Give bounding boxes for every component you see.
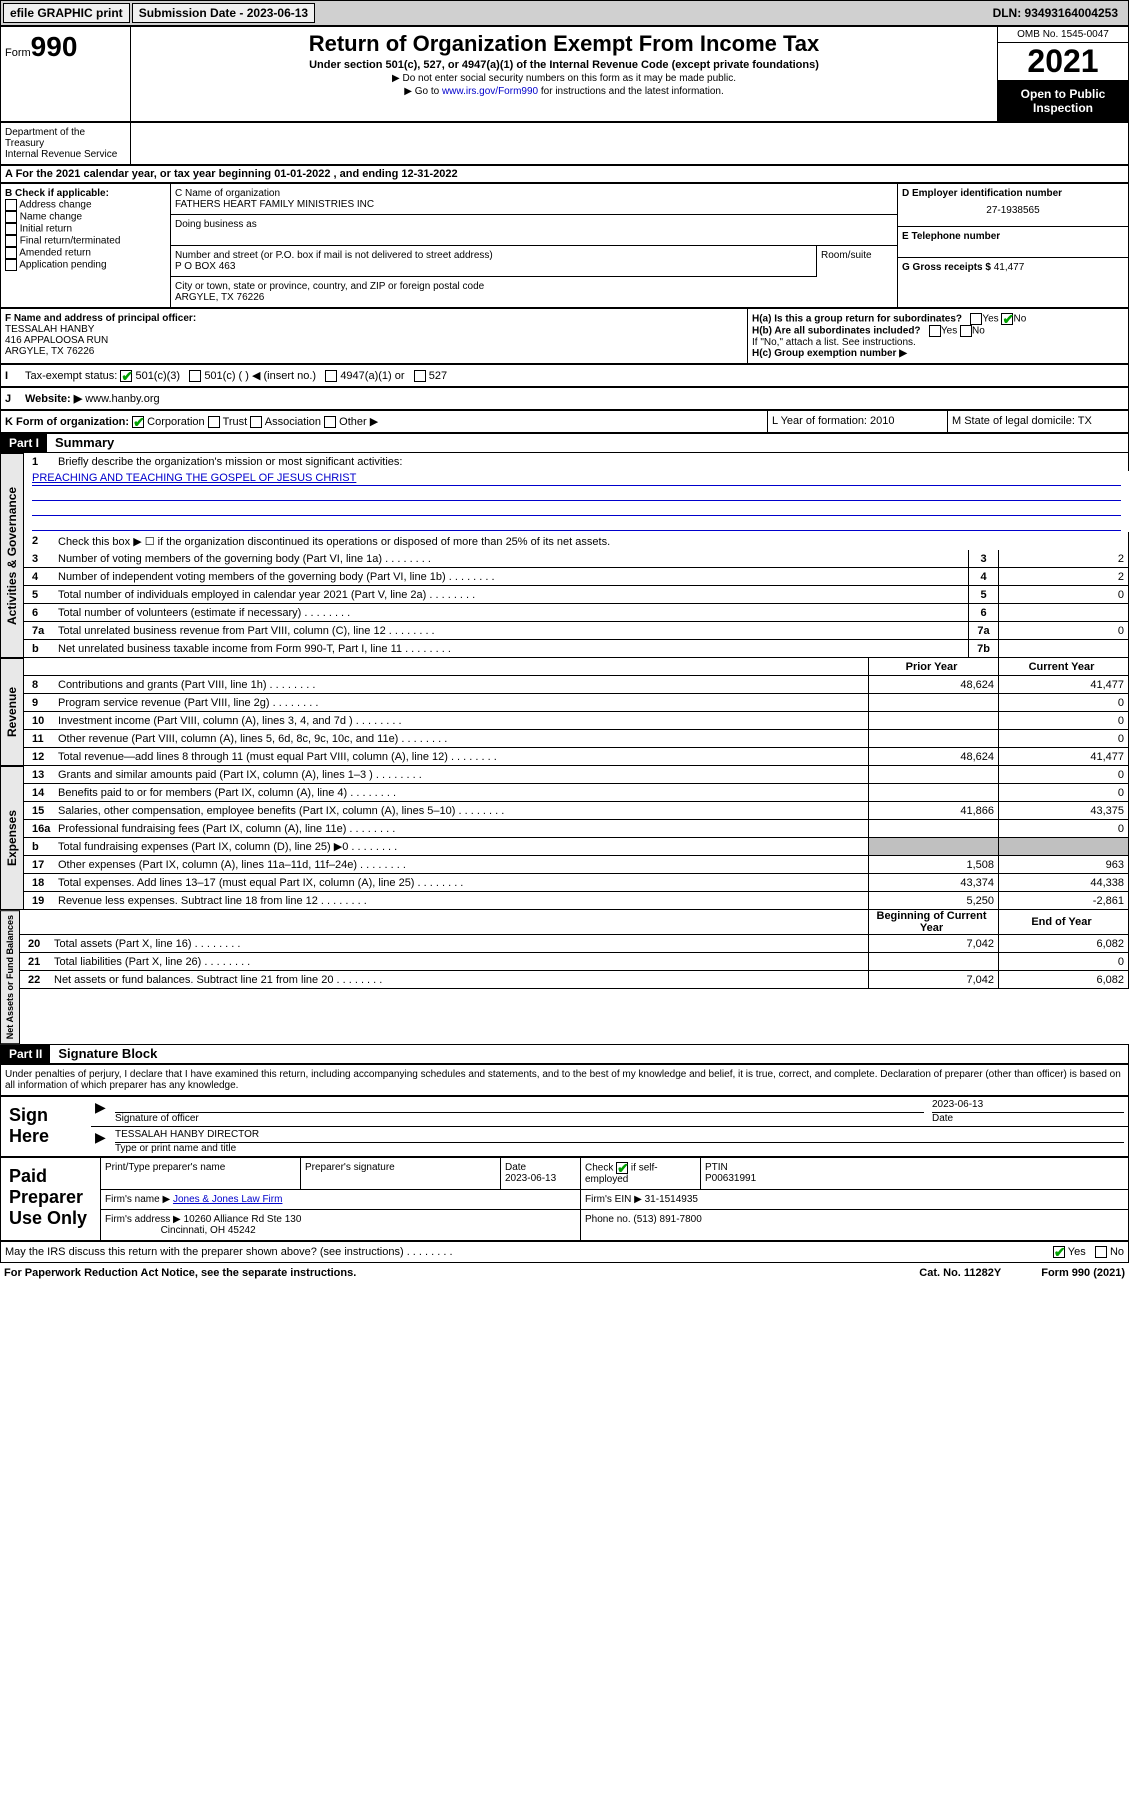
table-row: 7aTotal unrelated business revenue from … — [24, 622, 1129, 640]
part2-header: Part IISignature Block — [0, 1044, 1129, 1064]
table-row: 22Net assets or fund balances. Subtract … — [20, 971, 1129, 989]
firm-link[interactable]: Jones & Jones Law Firm — [173, 1194, 283, 1205]
mission-text: PREACHING AND TEACHING THE GOSPEL OF JES… — [32, 472, 1121, 486]
topbar: efile GRAPHIC print Submission Date - 20… — [0, 0, 1129, 26]
hb-no[interactable] — [960, 325, 972, 337]
year-box: OMB No. 1545-0047 2021 Open to Public In… — [998, 27, 1128, 121]
table-row: bNet unrelated business taxable income f… — [24, 640, 1129, 658]
final-return-checkbox[interactable] — [5, 235, 17, 247]
table-row: 16aProfessional fundraising fees (Part I… — [24, 820, 1129, 838]
expenses-section: Expenses 13Grants and similar amounts pa… — [0, 766, 1129, 910]
527-checkbox[interactable] — [414, 370, 426, 382]
row-j-website: JWebsite: ▶ www.hanby.org — [0, 387, 1129, 410]
dept-treasury: Department of the Treasury Internal Reve… — [1, 123, 131, 164]
501c-checkbox[interactable] — [189, 370, 201, 382]
form-title: Return of Organization Exempt From Incom… — [135, 31, 993, 57]
table-row: 14Benefits paid to or for members (Part … — [24, 784, 1129, 802]
table-row: 15Salaries, other compensation, employee… — [24, 802, 1129, 820]
table-row: 17Other expenses (Part IX, column (A), l… — [24, 856, 1129, 874]
page-footer: For Paperwork Reduction Act Notice, see … — [0, 1263, 1129, 1283]
table-row: 10Investment income (Part VIII, column (… — [24, 712, 1129, 730]
group-return: H(a) Is this a group return for subordin… — [748, 309, 1128, 363]
table-row: 9Program service revenue (Part VIII, lin… — [24, 694, 1129, 712]
assoc-checkbox[interactable] — [250, 416, 262, 428]
name-change-checkbox[interactable] — [5, 211, 17, 223]
form-number-box: Form990 — [1, 27, 131, 121]
principal-officer: F Name and address of principal officer:… — [1, 309, 748, 363]
table-row: 4Number of independent voting members of… — [24, 568, 1129, 586]
hb-yes[interactable] — [929, 325, 941, 337]
table-row: bTotal fundraising expenses (Part IX, co… — [24, 838, 1129, 856]
discuss-row: May the IRS discuss this return with the… — [0, 1241, 1129, 1263]
ha-yes[interactable] — [970, 313, 982, 325]
table-row: 11Other revenue (Part VIII, column (A), … — [24, 730, 1129, 748]
subdate: Submission Date - 2023-06-13 — [132, 3, 315, 23]
efile-btn[interactable]: efile GRAPHIC print — [3, 3, 130, 23]
section-b-to-g: B Check if applicable: Address change Na… — [0, 183, 1129, 308]
revenue-section: Revenue Prior YearCurrent Year 8Contribu… — [0, 658, 1129, 766]
discuss-yes[interactable] — [1053, 1246, 1065, 1258]
col-b-checkboxes: B Check if applicable: Address change Na… — [1, 184, 171, 307]
amended-checkbox[interactable] — [5, 247, 17, 259]
net-assets-section: Net Assets or Fund Balances Beginning of… — [0, 910, 1129, 1044]
part1-header: Part ISummary — [0, 433, 1129, 453]
row-k-form-org: K Form of organization: Corporation Trus… — [0, 410, 1129, 433]
row-i-tax-status: ITax-exempt status: 501(c)(3) 501(c) ( )… — [0, 364, 1129, 387]
table-row: 13Grants and similar amounts paid (Part … — [24, 766, 1129, 784]
table-row: 18Total expenses. Add lines 13–17 (must … — [24, 874, 1129, 892]
table-row: 19Revenue less expenses. Subtract line 1… — [24, 892, 1129, 910]
sign-here-block: Sign Here ▶Signature of officer2023-06-1… — [0, 1096, 1129, 1157]
table-row: 21Total liabilities (Part X, line 26)0 — [20, 953, 1129, 971]
table-row: 6Total number of volunteers (estimate if… — [24, 604, 1129, 622]
self-employed-checkbox[interactable] — [616, 1162, 628, 1174]
paid-preparer-block: Paid Preparer Use Only Print/Type prepar… — [0, 1157, 1129, 1241]
col-c-org-info: C Name of organizationFATHERS HEART FAMI… — [171, 184, 898, 307]
row-f-h: F Name and address of principal officer:… — [0, 308, 1129, 364]
discuss-no[interactable] — [1095, 1246, 1107, 1258]
tax-year-line: A For the 2021 calendar year, or tax yea… — [0, 165, 1129, 183]
irs-link[interactable]: www.irs.gov/Form990 — [442, 86, 538, 97]
other-checkbox[interactable] — [324, 416, 336, 428]
corp-checkbox[interactable] — [132, 416, 144, 428]
table-row: 5Total number of individuals employed in… — [24, 586, 1129, 604]
perjury-text: Under penalties of perjury, I declare th… — [0, 1064, 1129, 1096]
table-row: 8Contributions and grants (Part VIII, li… — [24, 676, 1129, 694]
trust-checkbox[interactable] — [208, 416, 220, 428]
table-row: 3Number of voting members of the governi… — [24, 550, 1129, 568]
app-pending-checkbox[interactable] — [5, 259, 17, 271]
501c3-checkbox[interactable] — [120, 370, 132, 382]
table-row: 20Total assets (Part X, line 16)7,0426,0… — [20, 935, 1129, 953]
4947-checkbox[interactable] — [325, 370, 337, 382]
dln: DLN: 93493164004253 — [987, 4, 1124, 22]
col-d-ein: D Employer identification number27-19385… — [898, 184, 1128, 307]
ha-no[interactable] — [1001, 313, 1013, 325]
title-box: Return of Organization Exempt From Incom… — [131, 27, 998, 121]
addr-change-checkbox[interactable] — [5, 199, 17, 211]
activities-governance: Activities & Governance 1Briefly describ… — [0, 453, 1129, 658]
form-header: Form990 Return of Organization Exempt Fr… — [0, 26, 1129, 122]
initial-return-checkbox[interactable] — [5, 223, 17, 235]
table-row: 12Total revenue—add lines 8 through 11 (… — [24, 748, 1129, 766]
